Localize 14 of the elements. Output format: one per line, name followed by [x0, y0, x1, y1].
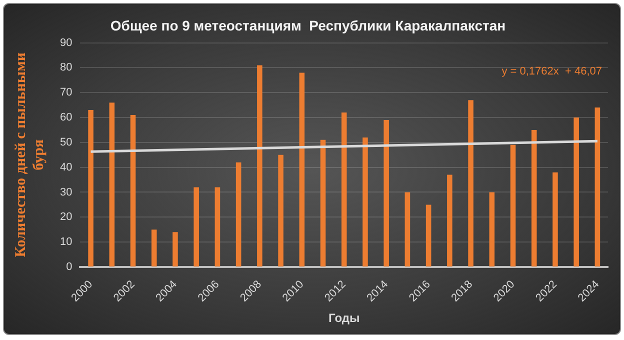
- y-tick-label: 0: [66, 260, 72, 273]
- chart-title: Общее по 9 метеостанциям Республики Каракалпакстан: [110, 17, 506, 34]
- y-tick-label: 50: [60, 136, 72, 148]
- y-tick-label: 30: [60, 186, 72, 198]
- y-tick-label: 10: [60, 236, 72, 248]
- y-tick-label: 70: [60, 86, 72, 99]
- x-axis-title: Годы: [328, 311, 360, 326]
- annotation: y = 0,1762x + 46,07: [502, 66, 602, 78]
- y-axis-title: Количество дней с пыльными буря: [12, 52, 47, 258]
- y-tick-label: 80: [60, 62, 72, 74]
- y-tick-label: 20: [60, 211, 72, 224]
- y-tick-label: 40: [60, 161, 72, 174]
- y-tick-label: 90: [60, 36, 72, 49]
- y-tick-label: 60: [60, 112, 72, 124]
